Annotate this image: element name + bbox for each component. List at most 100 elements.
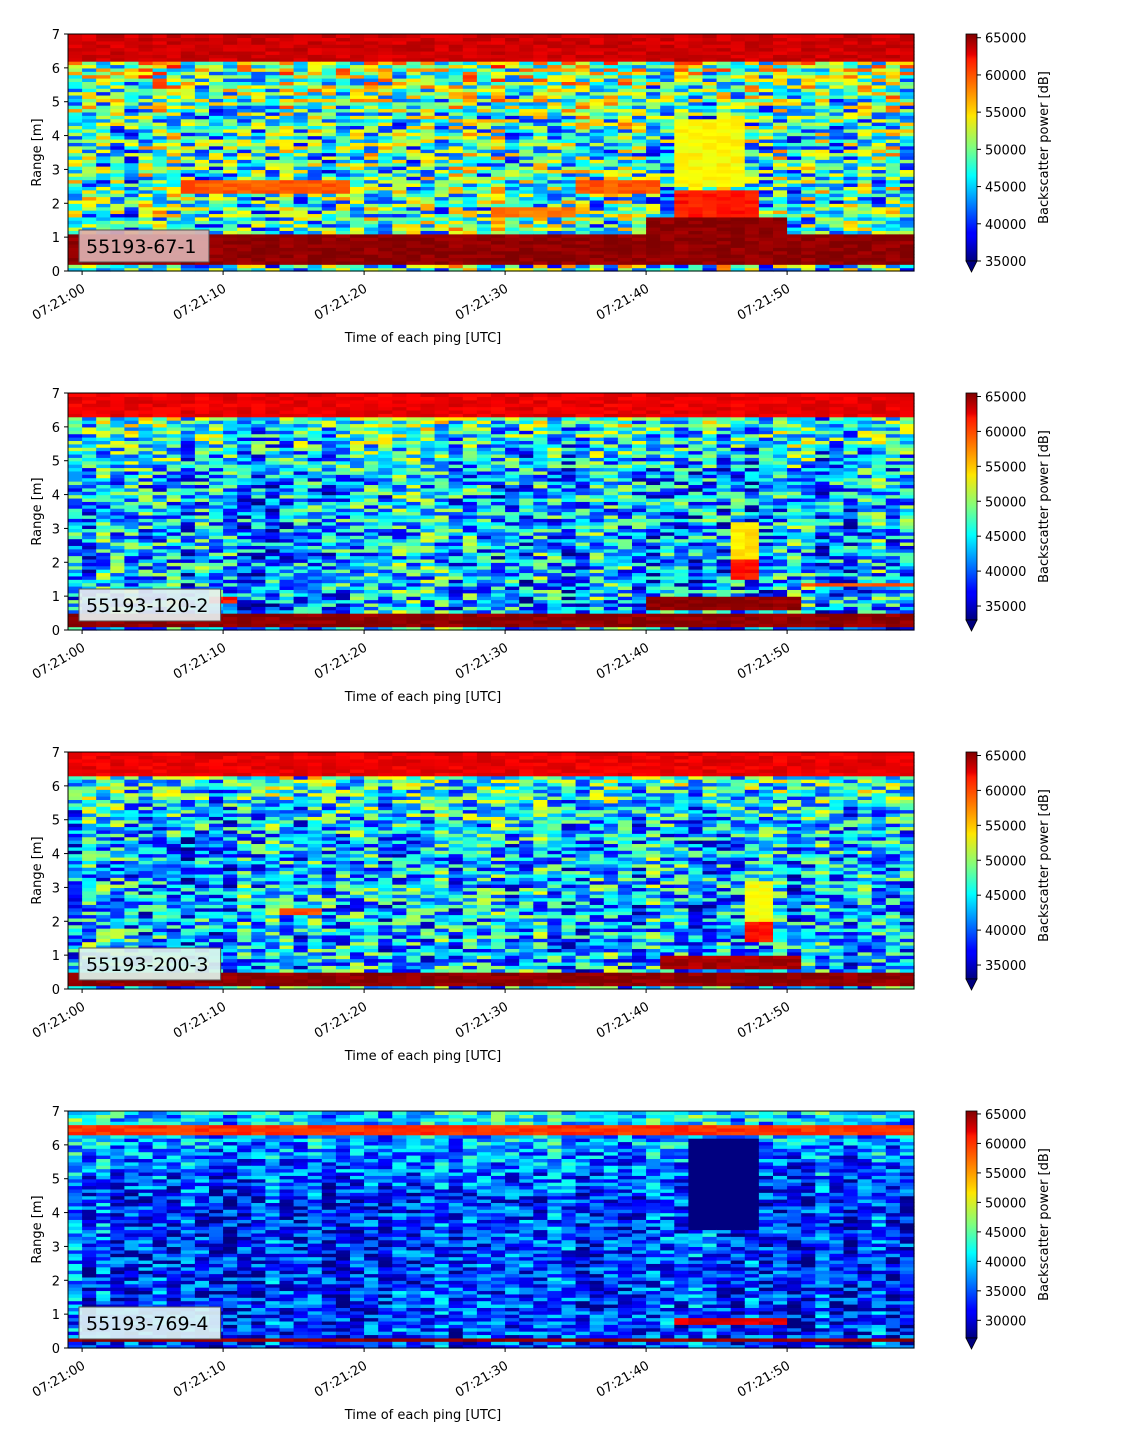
heatmap-cell — [265, 210, 281, 215]
heatmap-cell — [251, 145, 266, 150]
heatmap-cell — [124, 182, 140, 187]
heatmap-cell — [364, 71, 379, 76]
heatmap-cell — [166, 50, 182, 55]
heatmap-cell — [335, 47, 351, 52]
heatmap-cell — [251, 108, 266, 113]
heatmap-cell — [209, 226, 224, 231]
heatmap-cell — [110, 260, 125, 265]
heatmap-cell — [223, 254, 238, 259]
heatmap-cell — [166, 81, 182, 86]
heatmap-cell — [265, 142, 281, 147]
heatmap-cell — [110, 216, 125, 221]
heatmap-cell — [124, 101, 140, 106]
heatmap-cell — [223, 247, 238, 252]
heatmap-cell — [321, 254, 337, 259]
heatmap-cell — [209, 243, 224, 248]
heatmap-cell — [124, 189, 140, 194]
heatmap-cell — [335, 166, 351, 171]
heatmap-cell — [68, 233, 83, 238]
heatmap-cell — [364, 98, 379, 103]
heatmap-cell — [138, 142, 154, 147]
heatmap-cell — [237, 203, 252, 208]
heatmap-cell — [307, 84, 323, 89]
heatmap-cell — [138, 125, 154, 130]
heatmap-cell — [96, 138, 111, 143]
heatmap-cell — [152, 149, 168, 154]
heatmap-cell — [350, 37, 365, 42]
heatmap-cell — [209, 193, 224, 198]
heatmap-cell — [209, 210, 224, 215]
heatmap-cell — [124, 74, 140, 79]
heatmap-cell — [110, 74, 125, 79]
heatmap-cell — [166, 111, 182, 116]
heatmap-cell — [293, 115, 309, 120]
heatmap-cell — [96, 155, 111, 160]
heatmap-cell — [350, 179, 365, 184]
heatmap-cell — [265, 189, 281, 194]
heatmap-cell — [335, 132, 351, 137]
heatmap-cell — [124, 152, 140, 157]
heatmap-cell — [307, 210, 323, 215]
heatmap-cell — [138, 179, 154, 184]
heatmap-cell — [96, 162, 111, 167]
heatmap-cell — [223, 196, 238, 201]
heatmap-cell — [237, 220, 252, 225]
heatmap-cell — [251, 57, 266, 62]
heatmap-cell — [871, 34, 887, 38]
heatmap-cell — [110, 189, 125, 194]
heatmap-cell — [321, 186, 337, 191]
heatmap-cell — [124, 196, 140, 201]
heatmap-cell — [335, 111, 351, 116]
heatmap-cell — [251, 44, 266, 49]
heatmap-cell — [82, 142, 97, 147]
heatmap-cell — [138, 216, 154, 221]
heatmap-cell — [251, 111, 266, 116]
heatmap-cell — [152, 61, 168, 66]
heatmap-cell — [180, 393, 196, 397]
x-tick-label: 07:21:10 — [171, 281, 229, 323]
heatmap-cell — [110, 57, 125, 62]
heatmap-cell — [843, 34, 859, 38]
heatmap-cell — [307, 243, 323, 248]
heatmap-cell — [307, 254, 323, 259]
heatmap-cell — [223, 162, 238, 167]
heatmap-cell — [124, 223, 140, 228]
heatmap-cell — [194, 193, 210, 198]
heatmap-cell — [138, 169, 154, 174]
heatmap-cell — [335, 138, 351, 143]
heatmap-cell — [321, 44, 337, 49]
heatmap-cell — [209, 149, 224, 154]
heatmap-cell — [124, 64, 140, 69]
heatmap-cell — [237, 50, 252, 55]
heatmap-cell — [152, 264, 168, 269]
heatmap-cell — [124, 138, 140, 143]
heatmap-cell — [364, 182, 379, 187]
heatmap-cell — [180, 118, 196, 123]
heatmap-cell — [152, 44, 168, 49]
heatmap-cell — [237, 223, 252, 228]
heatmap-cell — [491, 34, 506, 38]
heatmap-cell — [124, 105, 140, 110]
heatmap-cell — [166, 216, 182, 221]
heatmap-cell — [223, 189, 238, 194]
heatmap-cell — [350, 108, 365, 113]
heatmap-cell — [265, 162, 281, 167]
heatmap-cell — [237, 71, 252, 76]
heatmap-cell — [223, 84, 238, 89]
heatmap-cell — [82, 176, 97, 181]
heatmap-cell — [307, 206, 323, 211]
heatmap-cell — [223, 213, 238, 218]
heatmap-cell — [279, 166, 295, 171]
heatmap-cell — [68, 254, 83, 259]
heatmap-cell — [194, 186, 210, 191]
heatmap-cell — [307, 162, 323, 167]
heatmap-cell — [321, 176, 337, 181]
heatmap-cell — [279, 125, 295, 130]
heatmap-cell — [180, 193, 196, 198]
heatmap-cell — [124, 115, 140, 120]
heatmap-cell — [166, 162, 182, 167]
heatmap-cell — [350, 169, 365, 174]
heatmap-cell — [265, 118, 281, 123]
heatmap-cell — [194, 199, 210, 204]
heatmap-cell — [364, 186, 379, 191]
